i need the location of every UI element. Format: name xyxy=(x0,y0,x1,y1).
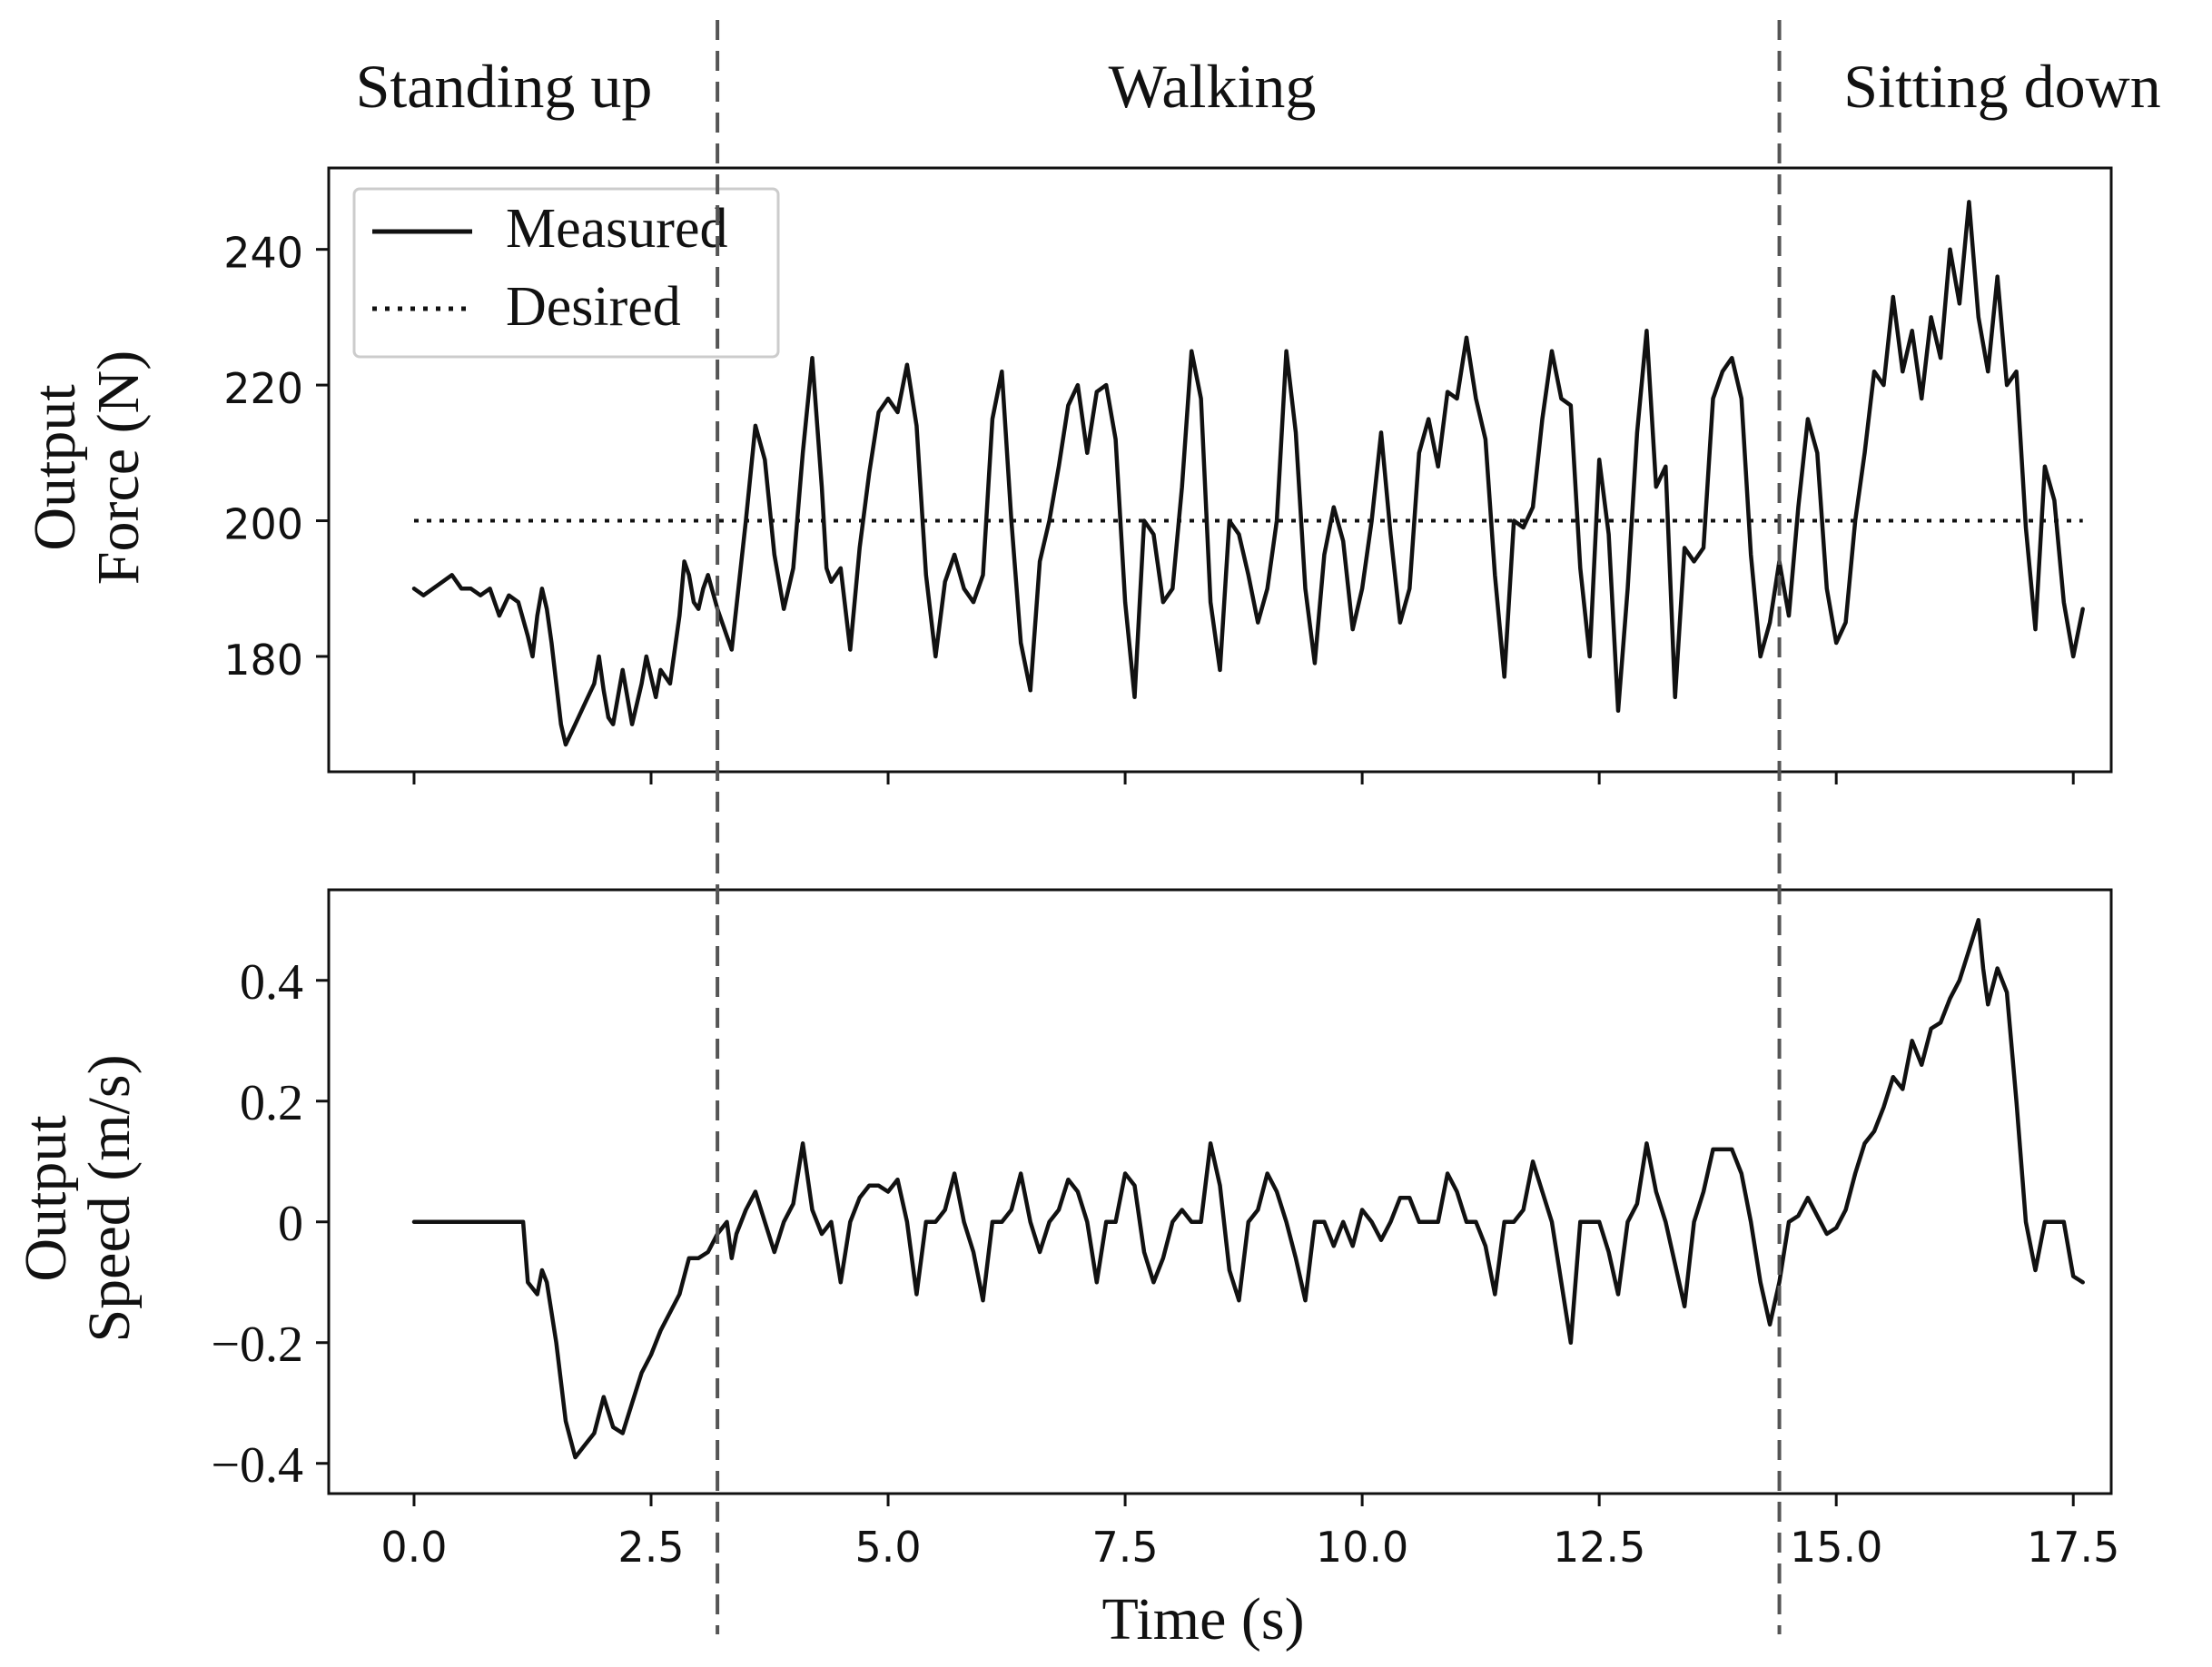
x-tick-label: 0.0 xyxy=(380,1523,447,1572)
speed-y-ticks: −0.4 −0.2 0 0.2 0.4 xyxy=(211,954,329,1494)
force-y-ticks: 180 200 220 240 xyxy=(223,229,329,685)
x-tick-label: 7.5 xyxy=(1092,1523,1159,1572)
speed-xlabel: Time (s) xyxy=(1101,1586,1304,1652)
force-series-group xyxy=(411,200,2085,747)
y-tick-label: 200 xyxy=(223,500,303,549)
y-tick-label: 0 xyxy=(278,1196,303,1252)
speed-ylabel-line1: Output xyxy=(13,1115,79,1281)
y-tick-label: −0.2 xyxy=(211,1317,303,1373)
y-tick-label: 180 xyxy=(223,636,303,685)
y-tick-label: 0.2 xyxy=(240,1075,303,1131)
x-tick-label: 17.5 xyxy=(2027,1523,2119,1572)
force-x-ticks xyxy=(412,772,2075,784)
force-panel: 180 200 220 240 Output Force (N) Measured D… xyxy=(22,166,2113,784)
speed-ylabel-line2: Speed (m/s) xyxy=(76,1054,143,1342)
y-tick-label: 0.4 xyxy=(240,954,303,1011)
phase-label-sitting-down: Sitting down xyxy=(1843,52,2161,121)
y-tick-label: 240 xyxy=(223,229,303,278)
x-tick-label: 10.0 xyxy=(1316,1523,1408,1572)
speed-panel: −0.4 −0.2 0 0.2 0.4 0.0 2.5 5.0 7.5 10.0 12.5 15.0… xyxy=(13,888,2119,1652)
series-measured xyxy=(411,200,2085,747)
x-tick-label: 2.5 xyxy=(617,1523,684,1572)
force-plot-frame xyxy=(327,166,2113,774)
series-measured-speed xyxy=(411,918,2085,1460)
y-tick-label: −0.4 xyxy=(211,1437,303,1494)
phase-boundaries xyxy=(716,20,1782,1634)
legend-measured-label: Measured xyxy=(506,198,727,260)
legend-desired-label: Desired xyxy=(506,276,681,338)
speed-x-ticks: 0.0 2.5 5.0 7.5 10.0 12.5 15.0 17.5 xyxy=(380,1494,2119,1572)
phase-label-standing-up: Standing up xyxy=(356,52,653,121)
x-tick-label: 12.5 xyxy=(1553,1523,1645,1572)
force-ylabel-line1: Output xyxy=(22,384,88,550)
x-tick-label: 5.0 xyxy=(854,1523,921,1572)
x-tick-label: 15.0 xyxy=(1790,1523,1882,1572)
speed-plot-frame xyxy=(327,888,2113,1495)
phase-label-walking: Walking xyxy=(1109,52,1317,121)
speed-series-group xyxy=(411,918,2085,1460)
legend: Measured Desired xyxy=(352,187,780,359)
y-tick-label: 220 xyxy=(223,364,303,413)
force-ylabel-line2: Force (N) xyxy=(85,350,152,585)
